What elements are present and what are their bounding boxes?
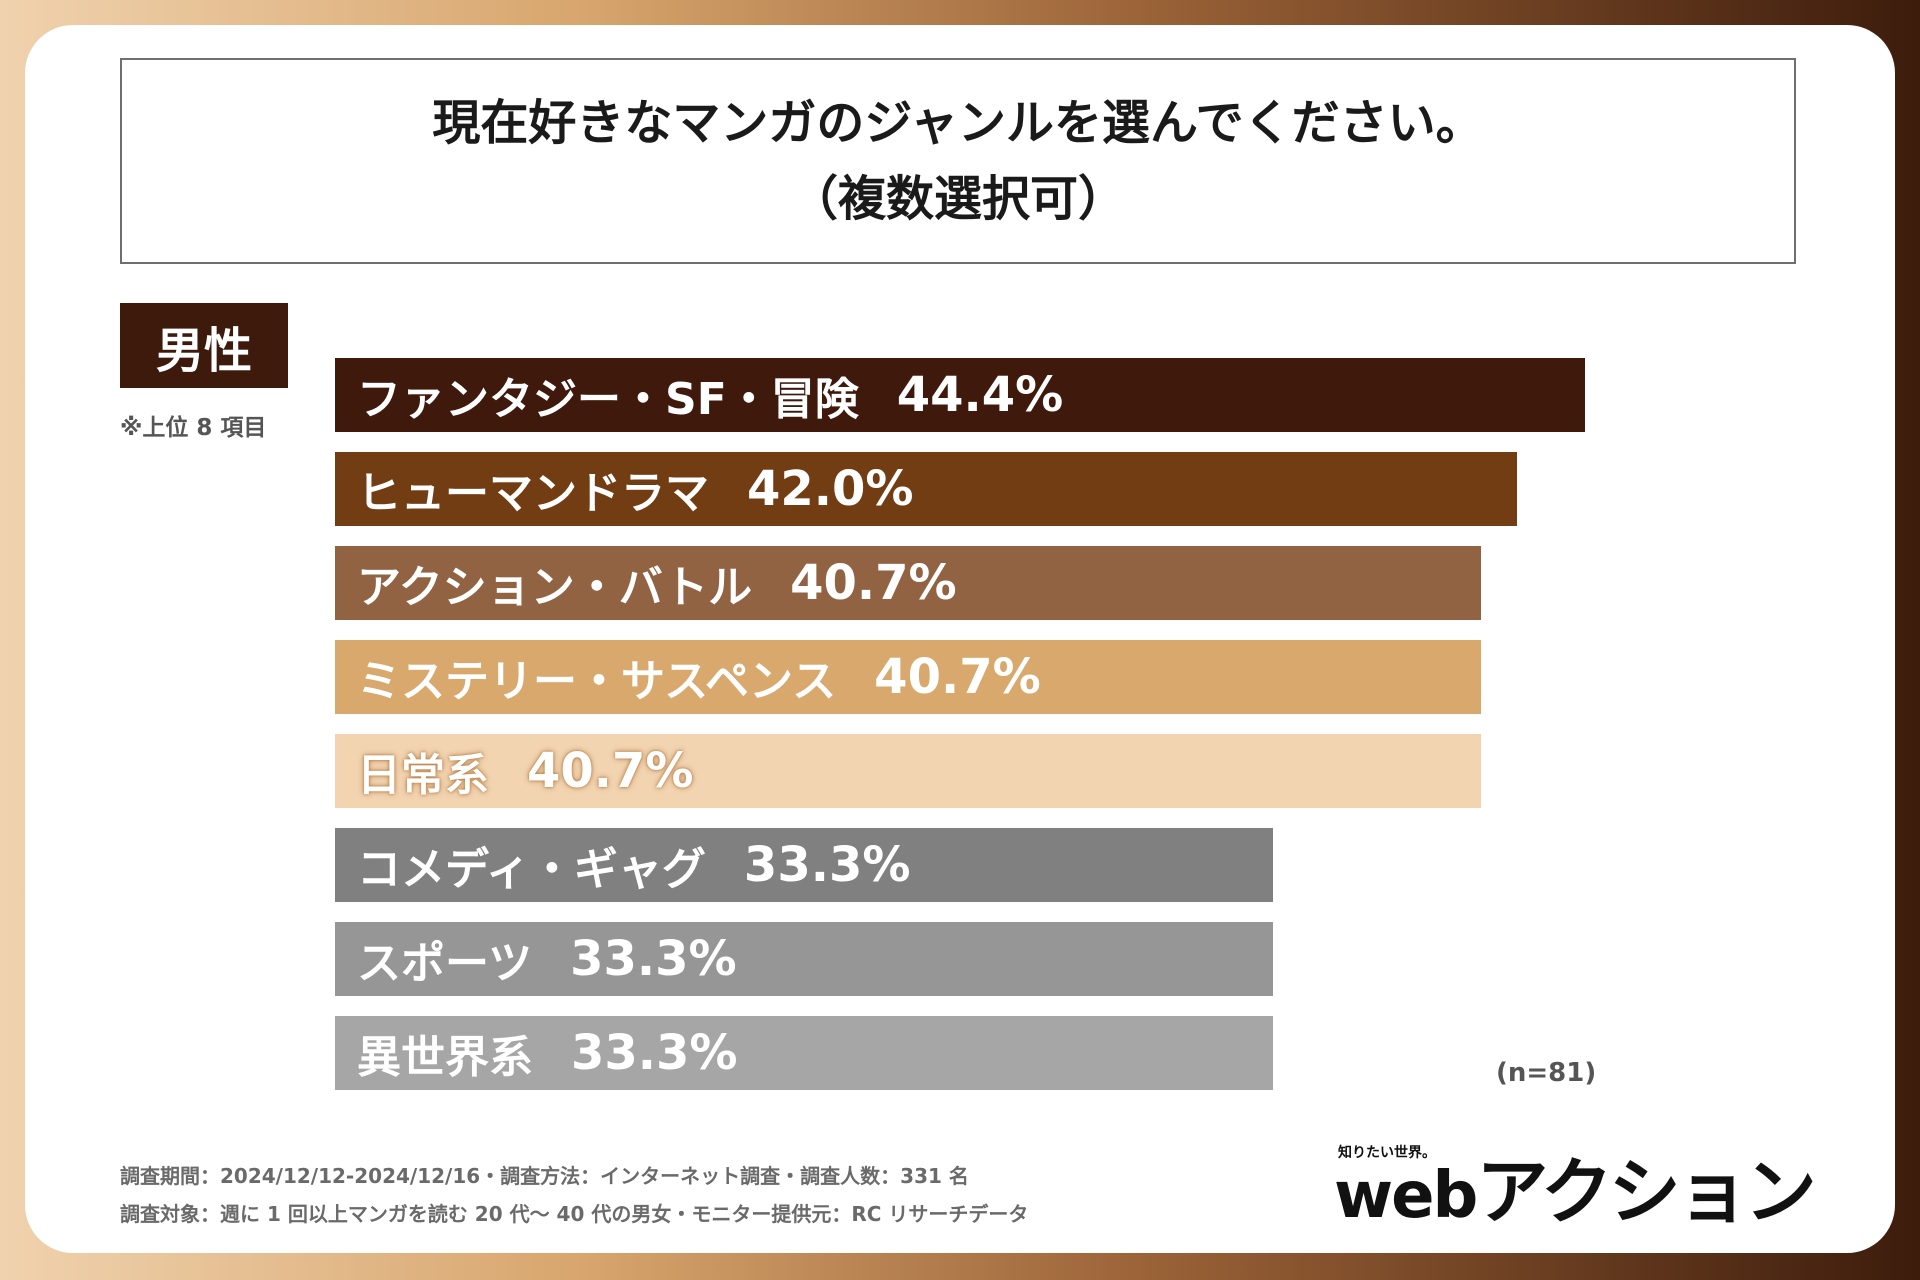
bar-value-label: 33.3% [570,931,737,987]
gender-label: 男性 [120,303,288,388]
logo-web: web [1334,1159,1478,1233]
bar-value-label: 33.3% [743,837,911,893]
bar-value-label: 42.0% [747,461,914,517]
bar-category-label: スポーツ [357,938,533,989]
bar-5: 日常系 40.7% [335,734,1481,808]
bar-category-label: アクション・バトル [357,562,753,613]
bar-8: 異世界系 33.3% [335,1016,1273,1090]
question-title: 現在好きなマンガのジャンルを選んでください。 （複数選択可） [120,58,1796,264]
bar-category-label: コメディ・ギャグ [357,844,706,895]
bar-6: コメディ・ギャグ 33.3% [335,828,1273,902]
web-action-logo: webアクション [1334,1150,1817,1236]
bar-value-label: 40.7% [527,743,694,799]
bar-7: スポーツ 33.3% [335,922,1273,996]
bar-category-label: 異世界系 [357,1032,533,1083]
survey-footer-line1: 調査期間：2024/12/12-2024/12/16・調査方法：インターネット調… [120,1164,969,1188]
bar-value-label: 44.4% [896,367,1064,423]
bar-category-label: ミステリー・サスペンス [357,656,837,707]
bar-value-label: 40.7% [790,555,957,611]
sample-size: (n=81) [1496,1058,1597,1088]
logo-name: アクション [1476,1150,1816,1234]
top-items-note: ※上位 8 項目 [120,415,267,441]
bar-value-label: 40.7% [874,649,1041,705]
survey-footer-line2: 調査対象：週に 1 回以上マンガを読む 20 代〜 40 代の男女・モニター提供… [120,1202,1029,1226]
bar-1: ファンタジー・SF・冒険 44.4% [335,358,1585,432]
bar-3: アクション・バトル 40.7% [335,546,1481,620]
bar-2: ヒューマンドラマ 42.0% [335,452,1517,526]
question-title-line1: 現在好きなマンガのジャンルを選んでください。 [432,95,1484,151]
bar-value-label: 33.3% [571,1025,738,1081]
bar-category-label: ファンタジー・SF・冒険 [357,374,859,425]
bar-category-label: ヒューマンドラマ [357,468,709,519]
question-title-line2: （複数選択可） [789,171,1126,227]
logo-tagline: 知りたい世界。 [1338,1145,1436,1161]
bar-4: ミステリー・サスペンス 40.7% [335,640,1481,714]
bar-category-label: 日常系 [357,750,489,801]
